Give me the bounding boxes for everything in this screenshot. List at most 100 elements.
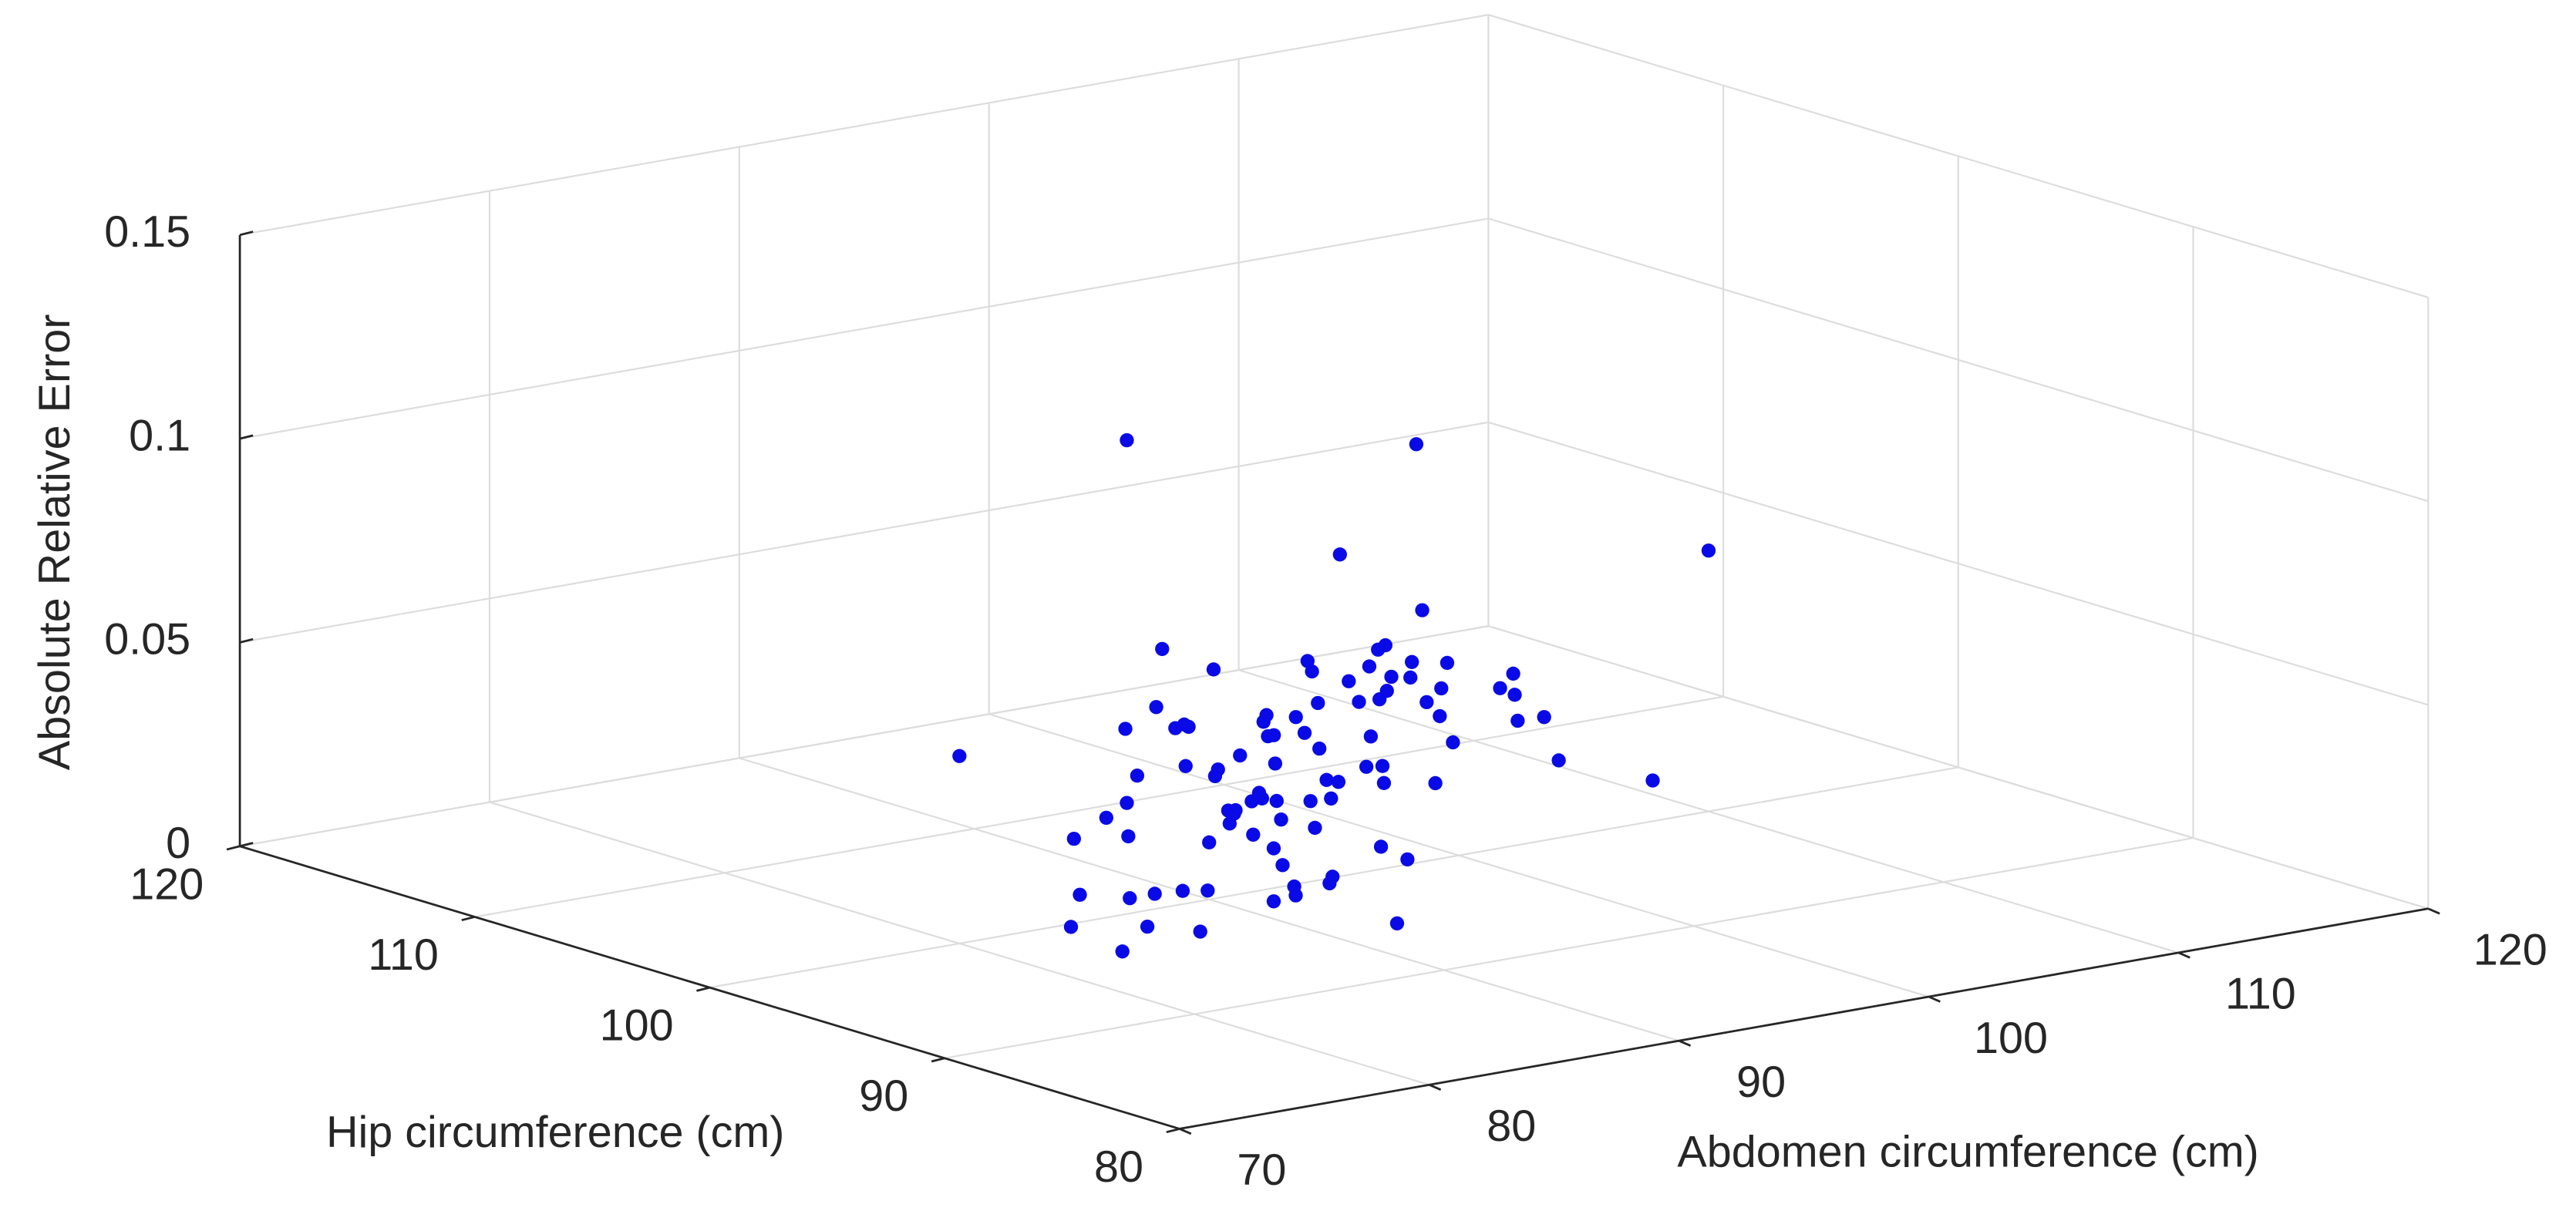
y-tick: [461, 916, 476, 922]
data-point: [1376, 775, 1392, 791]
grid-line: [239, 421, 1489, 644]
grid-line: [239, 625, 1489, 847]
data-point: [1200, 883, 1215, 898]
data-point: [1701, 543, 1716, 558]
data-point: [1246, 827, 1261, 842]
data-point: [1130, 769, 1145, 783]
data-point: [1140, 919, 1155, 934]
data-point: [1121, 829, 1136, 844]
data-point: [1400, 852, 1415, 867]
grid-line: [1488, 14, 2429, 298]
z-tick: [239, 434, 254, 440]
z-tick-label: 0.1: [129, 411, 190, 460]
grid-line: [474, 695, 1724, 918]
data-point: [1493, 681, 1507, 695]
data-point: [1147, 886, 1162, 901]
grid-line: [944, 837, 2194, 1059]
x-tick: [1679, 1039, 1692, 1047]
data-point: [1099, 810, 1114, 826]
data-point: [1537, 710, 1551, 725]
grid-line: [1488, 421, 2429, 706]
data-point: [1507, 688, 1522, 702]
data-point: [1268, 756, 1283, 771]
data-point: [1274, 812, 1288, 827]
data-point: [1269, 793, 1284, 809]
data-point: [1324, 791, 1339, 806]
data-point: [1384, 669, 1399, 685]
data-point: [1403, 670, 1418, 685]
data-point: [1120, 796, 1134, 810]
data-point: [1072, 887, 1087, 902]
data-point: [1175, 883, 1190, 898]
data-point: [1256, 715, 1271, 729]
data-point: [1120, 432, 1134, 448]
data-point: [1178, 759, 1193, 773]
data-point: [1149, 700, 1163, 715]
data-point: [1168, 721, 1183, 735]
data-point: [1434, 681, 1449, 696]
data-point: [1428, 775, 1443, 791]
data-point: [1359, 759, 1374, 774]
data-point: [1233, 748, 1248, 763]
data-point: [1266, 894, 1281, 909]
x-tick-label: 100: [1974, 1014, 2048, 1063]
y-tick-label: 120: [130, 859, 204, 909]
data-point: [1115, 944, 1130, 959]
z-tick-label: 0.15: [104, 207, 190, 257]
y-tick-label: 100: [600, 1001, 674, 1051]
data-point: [1211, 762, 1225, 777]
data-point: [1228, 802, 1243, 818]
data-point: [1404, 654, 1419, 669]
data-point: [1510, 713, 1525, 728]
z-tick: [239, 842, 254, 848]
data-point: [1645, 773, 1660, 788]
y-axis: [239, 845, 1180, 1130]
data-point: [1373, 839, 1389, 854]
data-point: [952, 748, 967, 763]
data-point: [1063, 920, 1079, 934]
x-tick-label: 120: [2473, 926, 2547, 975]
data-point: [1308, 820, 1322, 836]
data-point: [1066, 831, 1082, 846]
data-point: [1363, 729, 1379, 744]
data-point: [1193, 924, 1207, 939]
z-tick: [239, 230, 254, 237]
data-point: [1389, 916, 1405, 931]
data-point: [1446, 735, 1460, 750]
x-tick-label: 90: [1736, 1058, 1786, 1107]
y-tick: [696, 986, 710, 992]
data-point: [1440, 655, 1455, 671]
y-axis-label: Hip circumference (cm): [326, 1108, 784, 1157]
data-point: [1311, 695, 1325, 711]
data-point: [1331, 775, 1346, 789]
y-tick: [226, 845, 241, 851]
data-point: [1332, 547, 1347, 562]
y-tick-label: 110: [368, 930, 439, 980]
data-point: [1375, 759, 1390, 773]
data-point: [1352, 695, 1366, 709]
data-point: [1419, 695, 1434, 710]
data-point: [1551, 753, 1566, 768]
data-point: [1206, 662, 1221, 677]
data-point: [1409, 437, 1424, 452]
data-point: [1322, 876, 1337, 891]
data-point: [1319, 772, 1334, 787]
grid-line: [239, 14, 1489, 236]
z-tick-label: 0: [166, 819, 190, 868]
grid-line: [1488, 625, 2429, 910]
data-point: [1342, 674, 1356, 688]
data-point: [1300, 654, 1315, 668]
data-point: [1371, 642, 1386, 657]
data-point: [1123, 891, 1137, 906]
data-point: [1287, 879, 1301, 894]
y-tick: [931, 1057, 945, 1063]
y-tick: [1166, 1128, 1180, 1134]
data-point: [1297, 725, 1312, 740]
data-point: [1362, 659, 1377, 674]
x-tick: [2427, 907, 2440, 915]
x-tick: [1928, 995, 1941, 1003]
y-tick-label: 80: [1094, 1142, 1143, 1192]
data-point: [1267, 728, 1281, 742]
z-tick: [239, 637, 254, 644]
